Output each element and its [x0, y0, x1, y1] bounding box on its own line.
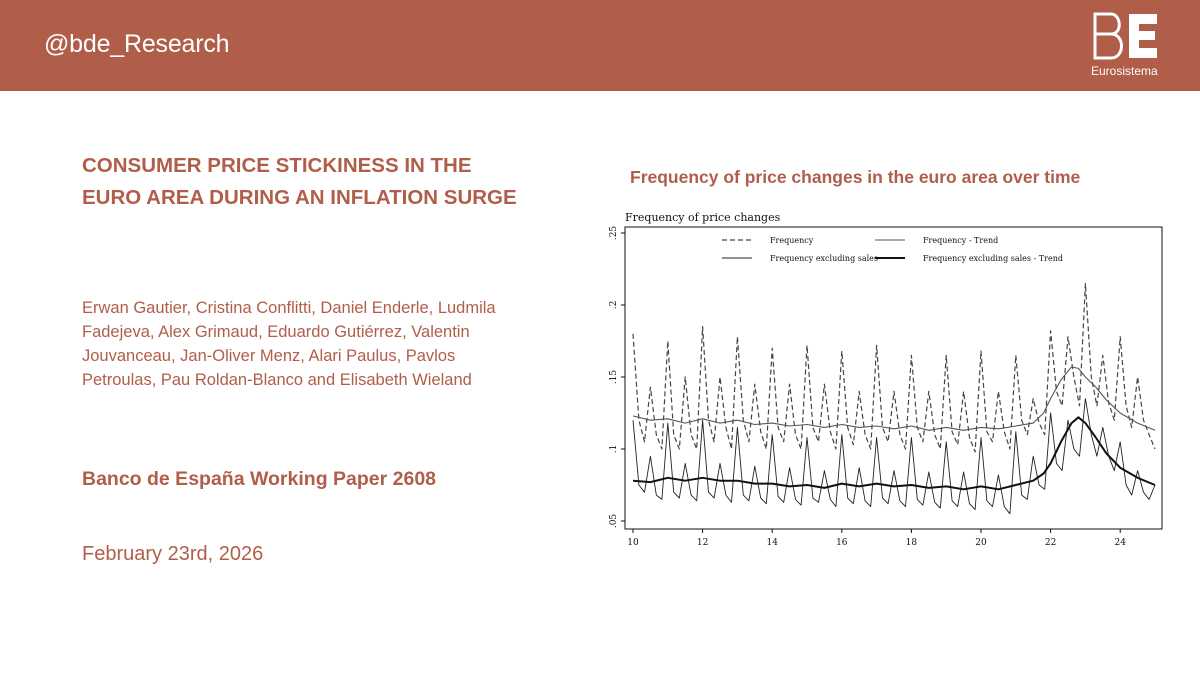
y-tick-label: .2 [609, 301, 619, 310]
twitter-handle[interactable]: @bde_Research [44, 30, 230, 58]
paper-title: CONSUMER PRICE STICKINESS IN THE EURO AR… [82, 154, 517, 209]
x-tick-label: 16 [836, 538, 848, 548]
x-tick-label: 22 [1045, 538, 1056, 548]
bde-logo: Eurosistema [1086, 12, 1166, 80]
x-tick-label: 18 [906, 538, 918, 548]
series-line-frequency [632, 282, 1156, 453]
axes: 10 12 14 16 18 20 22 24 .05 .1 .15 .2 .25 [609, 226, 1126, 548]
logo-subtitle: Eurosistema [1091, 64, 1158, 78]
paper-authors: Erwan Gautier, Cristina Conflitti, Danie… [82, 299, 496, 389]
y-tick-label: .25 [609, 226, 619, 241]
working-paper-label: Banco de España Working Paper 2608 [82, 468, 437, 490]
x-tick-label: 10 [627, 538, 639, 548]
x-tick-label: 20 [975, 538, 987, 548]
paper-info: CONSUMER PRICE STICKINESS IN THE EURO AR… [82, 150, 522, 214]
chart-legend: Frequency Frequency - Trend Frequency excl… [722, 236, 1063, 263]
y-tick-label: .15 [609, 370, 619, 385]
y-tick-label: .1 [609, 445, 619, 454]
legend-label: Frequency [770, 236, 814, 245]
legend-label: Frequency excluding sales - Trend [923, 254, 1063, 263]
chart-heading: Frequency of price changes in the euro a… [630, 167, 1081, 187]
series-line-frequency-excluding-sales-trend [632, 416, 1156, 491]
series-line-frequency-trend [632, 366, 1156, 431]
series-layer [632, 282, 1156, 515]
bde-logo-mark-icon [1093, 12, 1157, 60]
series-line-frequency-excluding-sales [632, 398, 1156, 515]
publication-date: February 23rd, 2026 [82, 543, 264, 565]
chart-inner-title: Frequency of price changes [625, 211, 781, 224]
header-bar: @bde_Research Eurosistema [0, 0, 1200, 91]
plot-frame [624, 226, 1163, 530]
x-tick-label: 14 [766, 538, 778, 548]
legend-label: Frequency - Trend [923, 236, 998, 245]
y-tick-label: .05 [609, 514, 619, 529]
frequency-chart: Frequency of price changes 10 12 14 16 18 20 2… [609, 211, 1163, 548]
legend-label: Frequency excluding sales [770, 254, 878, 263]
x-tick-label: 24 [1114, 538, 1126, 548]
x-tick-label: 12 [697, 538, 708, 548]
